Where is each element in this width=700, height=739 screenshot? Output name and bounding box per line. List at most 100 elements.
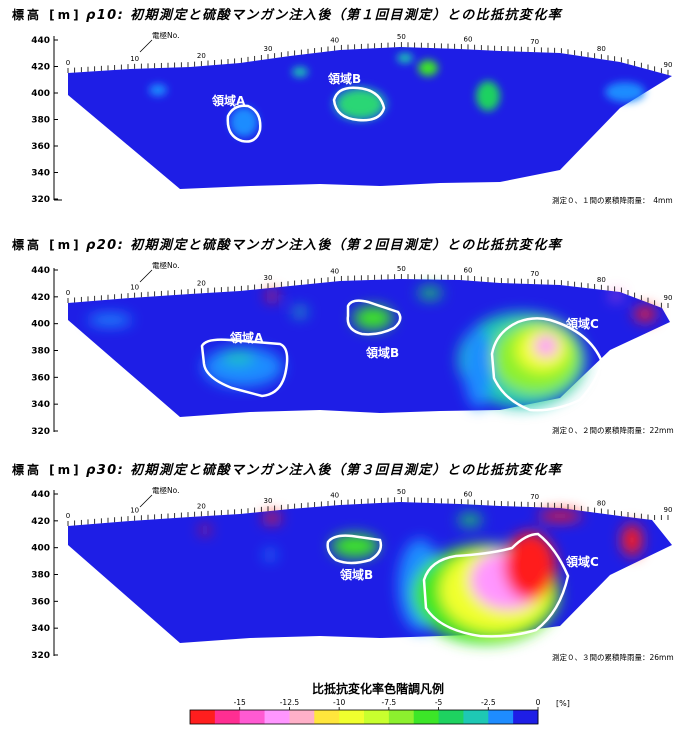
electrode-tick-label: 80 xyxy=(597,276,606,284)
anomaly-hot-top xyxy=(538,511,582,521)
panel-3-ylabel: 標高 [m] xyxy=(12,462,82,477)
panel-1-electrode-arrow xyxy=(139,39,153,53)
legend-swatch xyxy=(513,710,539,724)
electrode-tick-label: 40 xyxy=(330,37,339,45)
anomaly-hot-30 xyxy=(266,291,278,301)
panel-2-region-c-outline xyxy=(490,317,604,412)
y-tick-label: 440 xyxy=(31,490,50,500)
panel-2-region-a-label: 領域A xyxy=(229,330,264,345)
electrode-tick-label: 90 xyxy=(664,506,673,514)
anomaly-shallow xyxy=(292,67,308,77)
electrode-tick-label: 20 xyxy=(197,52,206,60)
panel-3-anomalies xyxy=(200,511,642,644)
anomaly-near-surface xyxy=(418,60,438,76)
anomaly-mid-left xyxy=(264,550,276,560)
panel-1-region-a-label: 領域A xyxy=(211,93,246,108)
legend-unit: [%] xyxy=(556,699,570,708)
electrode-tick-label: 0 xyxy=(66,512,70,520)
panel-1-region-b-outline xyxy=(332,86,386,122)
legend-swatch xyxy=(438,710,464,724)
electrode-tick-label: 20 xyxy=(197,502,206,510)
panel-2: ρ20: 初期測定と硫酸マンガン注入後（第２回目測定）との比抵抗変化率 標高 [… xyxy=(12,237,674,437)
electrode-tick-label: 60 xyxy=(464,267,473,275)
anomaly-slope xyxy=(464,328,492,408)
y-tick-label: 340 xyxy=(31,400,50,410)
panel-3-rainfall-note: 測定０、３間の累積降雨量：26mm xyxy=(552,652,674,662)
electrode-tick-label: 50 xyxy=(397,33,406,41)
panel-3-region-b-label: 領域B xyxy=(339,567,373,582)
anomaly-shallow xyxy=(418,287,442,299)
panel-1-rainfall-note: 測定０、１間の累積降雨量： 4mm xyxy=(552,195,673,205)
anomaly-far-right xyxy=(605,82,645,102)
anomaly-left-band xyxy=(88,314,132,326)
anomaly-hot-30 xyxy=(263,513,281,523)
electrode-tick-label: 10 xyxy=(130,55,139,63)
panel-2-title: ρ20: 初期測定と硫酸マンガン注入後（第２回目測定）との比抵抗変化率 xyxy=(86,237,564,253)
legend-swatch xyxy=(190,710,216,724)
electrode-tick-label: 30 xyxy=(264,274,273,282)
y-tick-label: 420 xyxy=(31,517,50,527)
y-tick-label: 360 xyxy=(31,597,50,607)
panel-1-region-a-outline xyxy=(226,104,262,143)
panel-3-title: ρ30: 初期測定と硫酸マンガン注入後（第３回目測定）との比抵抗変化率 xyxy=(86,462,564,478)
legend-swatch xyxy=(339,710,365,724)
legend-tick-label: -5 xyxy=(435,698,443,707)
panel-2-region-b-outline xyxy=(346,299,402,336)
panel-1: ρ10: 初期測定と硫酸マンガン注入後（第１回目測定）との比抵抗変化率 標高 [… xyxy=(12,7,673,205)
panel-3-electrode-label: 電極No. xyxy=(152,485,179,495)
panel-2-region-a-outline xyxy=(200,338,289,398)
y-tick-label: 360 xyxy=(31,142,50,152)
legend-frame xyxy=(189,709,539,725)
panel-2-rainfall-note: 測定０、２間の累積降雨量：22mm xyxy=(552,425,674,435)
legend-swatch xyxy=(289,710,315,724)
panel-2-electrode-arrow xyxy=(139,269,153,283)
legend: 比抵抗変化率色階調凡例 -15 -12.5 -10 -7.5 -5 -2.5 0 [%] xyxy=(189,681,570,725)
legend-tick-label: -10 xyxy=(333,698,345,707)
anomaly-shallow xyxy=(458,514,482,526)
y-tick-label: 340 xyxy=(31,169,50,179)
panel-3-electrode-arrow xyxy=(139,494,153,508)
y-tick-label: 380 xyxy=(31,347,50,357)
anomaly-right xyxy=(476,81,500,111)
panel-1-electrode-label: 電極No. xyxy=(152,30,179,40)
electrode-tick-label: 0 xyxy=(66,59,70,67)
legend-swatch xyxy=(264,710,290,724)
electrode-tick-label: 90 xyxy=(664,61,673,69)
electrode-tick-label: 0 xyxy=(66,289,70,297)
anomaly-region-c-core xyxy=(504,532,556,600)
electrode-tick-label: 70 xyxy=(530,38,539,46)
electrode-tick-label: 30 xyxy=(264,497,273,505)
panel-2-anomalies xyxy=(88,287,656,408)
anomaly-left xyxy=(149,84,167,96)
anomaly-hot-right xyxy=(634,307,656,321)
panel-3: ρ30: 初期測定と硫酸マンガン注入後（第３回目測定）との比抵抗変化率 標高 [… xyxy=(12,462,674,662)
electrode-tick-label: 80 xyxy=(597,45,606,53)
anomaly-region-a xyxy=(230,107,258,137)
panel-1-ylabel: 標高 [m] xyxy=(12,7,82,22)
electrode-tick-label: 40 xyxy=(330,268,339,276)
legend-tick-label: 0 xyxy=(536,698,541,707)
electrode-tick-label: 40 xyxy=(330,491,339,499)
legend-swatch xyxy=(239,710,266,724)
legend-swatch xyxy=(413,710,440,724)
legend-swatch xyxy=(364,710,390,724)
y-tick-label: 380 xyxy=(31,116,50,126)
y-tick-label: 320 xyxy=(31,427,50,437)
legend-swatch xyxy=(314,710,340,724)
y-tick-label: 340 xyxy=(31,624,50,634)
electrode-tick-label: 60 xyxy=(464,490,473,498)
anomaly-hot-right xyxy=(622,524,642,556)
legend-swatch xyxy=(214,710,241,724)
electrode-tick-label: 70 xyxy=(530,493,539,501)
anomaly-hot-right-2 xyxy=(611,292,621,300)
anomaly-region-b-rim xyxy=(332,86,388,122)
panel-3-region-c-label: 領域C xyxy=(565,554,599,569)
y-tick-label: 380 xyxy=(31,571,50,581)
panel-1-region-b-label: 領域B xyxy=(327,71,361,86)
legend-swatch xyxy=(388,710,415,724)
y-tick-label: 400 xyxy=(31,544,50,554)
y-tick-label: 400 xyxy=(31,320,50,330)
legend-title: 比抵抗変化率色階調凡例 xyxy=(312,681,444,696)
y-tick-label: 420 xyxy=(31,63,50,73)
legend-swatch xyxy=(463,710,489,724)
